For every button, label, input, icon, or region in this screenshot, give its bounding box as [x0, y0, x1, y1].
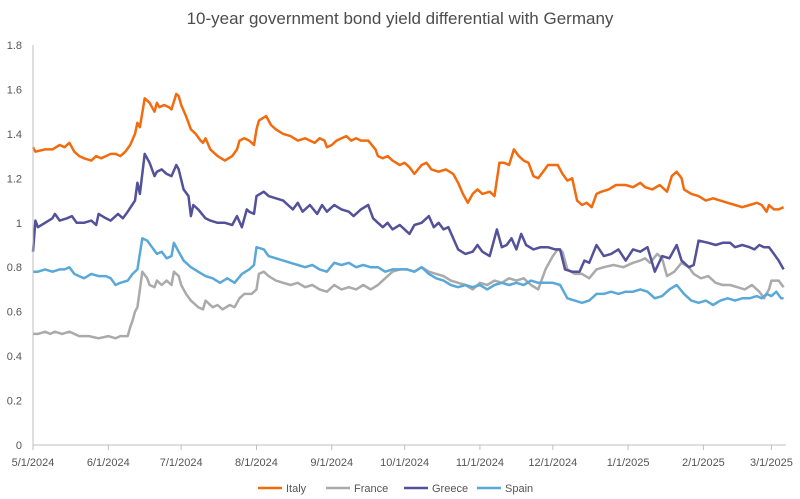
x-tick-label: 1/1/2025: [607, 457, 650, 469]
x-tick-label: 2/1/2025: [682, 457, 725, 469]
x-tick-label: 12/1/2024: [528, 457, 577, 469]
series-line-greece: [31, 152, 785, 273]
y-tick-label: 1.4: [7, 129, 22, 141]
plot-area: [31, 92, 785, 340]
x-tick-label: 9/1/2024: [310, 457, 353, 469]
axes: [32, 45, 786, 446]
legend-label-greece: Greece: [432, 483, 468, 495]
legend-label-spain: Spain: [505, 483, 533, 495]
chart-title: 10-year government bond yield differenti…: [187, 9, 614, 28]
y-tick-label: 0.4: [7, 351, 22, 363]
x-tick-label: 5/1/2024: [12, 457, 55, 469]
legend-label-italy: Italy: [286, 483, 307, 495]
series-line-spain: [33, 237, 784, 307]
y-tick-label: 0.8: [7, 262, 22, 274]
series-line-france: [33, 248, 785, 340]
x-tick-label: 8/1/2024: [235, 457, 278, 469]
y-tick-label: 1.8: [7, 40, 22, 52]
x-tick-label: 11/1/2024: [456, 457, 504, 469]
y-tick-label: 0: [16, 440, 22, 452]
legend: Italy France Greece Spain: [258, 483, 533, 495]
y-tick-label: 1: [16, 218, 22, 230]
y-tick-label: 0.6: [7, 307, 22, 319]
y-tick-label: 1.6: [7, 84, 22, 96]
x-tick-label: 3/1/2025: [750, 457, 793, 469]
x-tick-label: 6/1/2024: [87, 457, 130, 469]
y-tick-label: 1.2: [7, 173, 22, 185]
x-tick-label: 10/1/2024: [380, 457, 429, 469]
series-line-italy: [31, 92, 785, 213]
legend-label-france: France: [354, 483, 388, 495]
y-tick-label: 0.2: [7, 396, 22, 408]
x-axis-labels: 5/1/2024 6/1/2024 7/1/2024 8/1/2024 9/1/2024…: [12, 445, 793, 469]
y-axis-labels: 0 0.2 0.4 0.6 0.8 1 1.2 1.4 1.6 1.8: [7, 40, 22, 452]
x-tick-label: 7/1/2024: [160, 457, 203, 469]
